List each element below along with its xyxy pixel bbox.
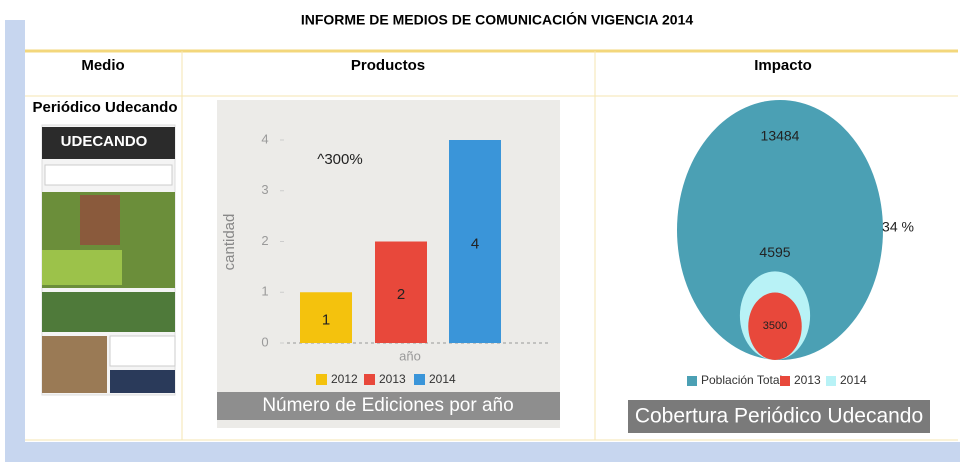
y-axis-label: cantidad	[221, 214, 238, 271]
data-label: 4	[471, 235, 479, 252]
x-axis-label: año	[399, 348, 421, 363]
y-tick-label: 2	[261, 233, 268, 248]
bar	[449, 140, 501, 343]
column-header: Medio	[81, 57, 124, 74]
data-label: 13484	[761, 128, 800, 144]
annotation: ^300%	[317, 151, 362, 168]
column-header: Impacto	[754, 57, 812, 74]
medio-name: Periódico Udecando	[32, 99, 177, 116]
legend-swatch	[687, 376, 697, 386]
data-label: 3500	[763, 320, 787, 332]
annotation: 34 %	[882, 219, 914, 235]
column-header: Productos	[351, 57, 425, 74]
caption-band	[217, 392, 560, 420]
data-label: 2	[397, 286, 405, 303]
y-tick-label: 1	[261, 284, 268, 299]
legend-label: 2012	[331, 372, 358, 386]
bar	[300, 292, 352, 343]
legend-label: 2014	[429, 372, 456, 386]
legend-label: Población Total	[701, 373, 782, 387]
legend-swatch	[414, 374, 425, 385]
data-label: 1	[322, 312, 330, 329]
legend-swatch	[826, 376, 836, 386]
newspaper-image: UDECANDO	[41, 124, 176, 396]
side-strip	[5, 20, 25, 462]
y-tick-label: 0	[261, 334, 268, 349]
bubble	[677, 100, 883, 360]
y-tick-label: 4	[261, 131, 268, 146]
document-title: INFORME DE MEDIOS DE COMUNICACIÓN VIGENC…	[301, 11, 694, 28]
chart-caption: Cobertura Periódico Udecando	[635, 405, 923, 428]
legend-swatch	[316, 374, 327, 385]
legend-swatch	[780, 376, 790, 386]
legend-swatch	[364, 374, 375, 385]
bar	[375, 241, 427, 343]
legend-label: 2013	[794, 373, 821, 387]
legend-label: 2013	[379, 372, 406, 386]
data-label: 4595	[759, 244, 790, 260]
masthead: UDECANDO	[61, 133, 148, 150]
caption-band	[628, 400, 930, 433]
chart-caption: Número de Ediciones por año	[262, 395, 513, 416]
y-tick-label: 3	[261, 182, 268, 197]
bottom-strip	[5, 442, 960, 462]
bubble	[748, 292, 802, 361]
legend-label: 2014	[840, 373, 867, 387]
